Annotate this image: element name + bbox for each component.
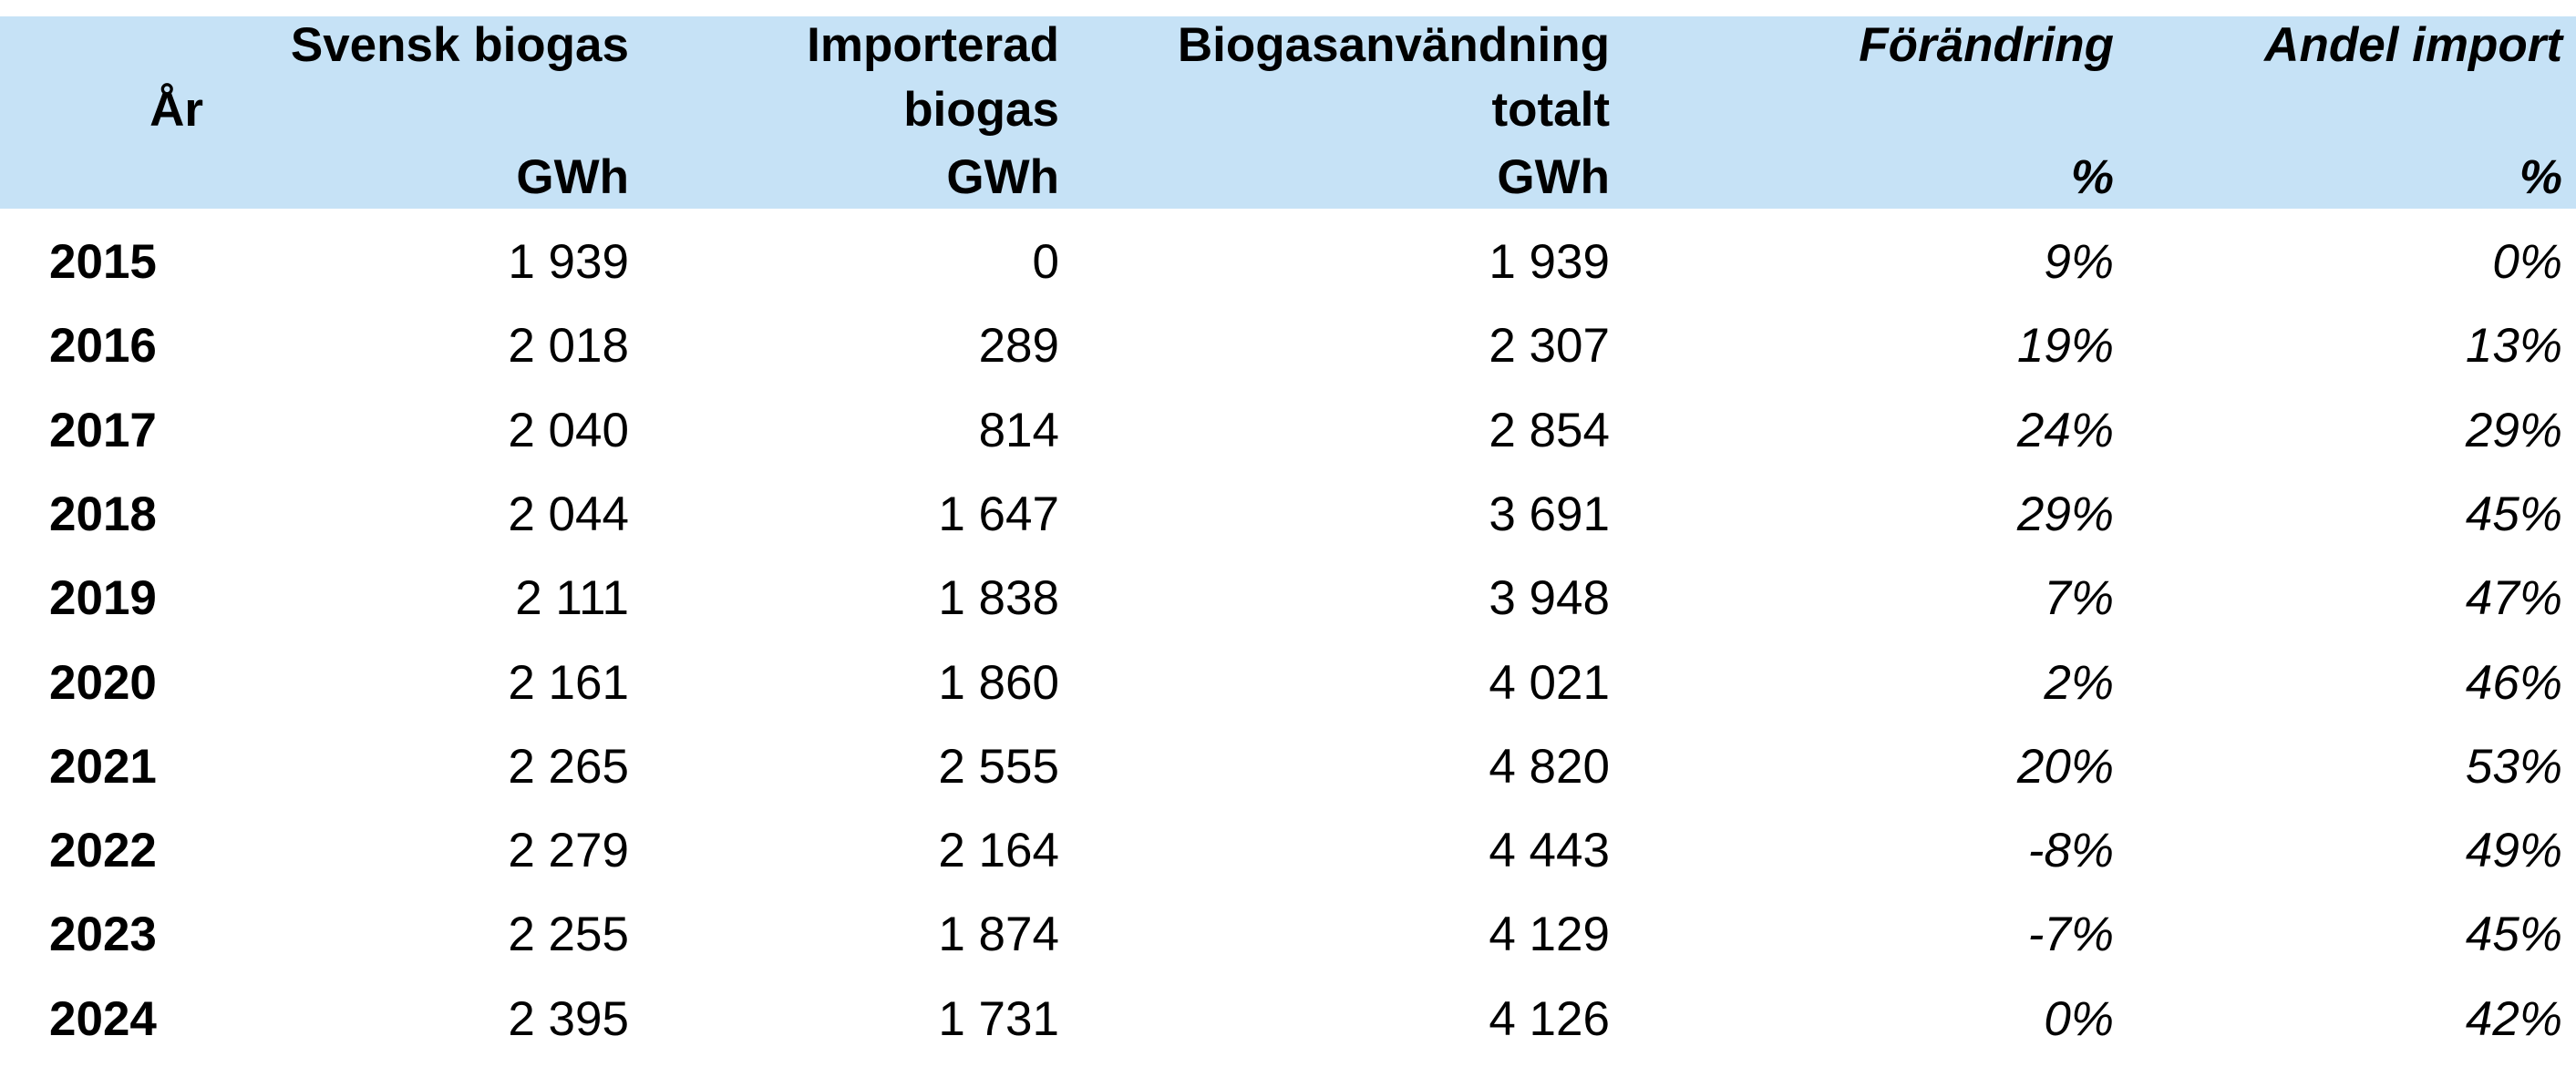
- value-cell: 29%: [2016, 487, 2114, 541]
- value-cell: 2 040: [508, 403, 629, 457]
- year-cell: 2022: [49, 824, 157, 878]
- value-cell: 1 838: [938, 571, 1059, 626]
- column-header: Importerad: [807, 18, 1059, 72]
- column-header: År: [149, 83, 203, 137]
- value-cell: 2 161: [508, 655, 629, 710]
- value-cell: 4 021: [1489, 655, 1610, 710]
- value-cell: 45%: [2465, 487, 2562, 541]
- value-cell: 289: [978, 319, 1059, 374]
- value-cell: 46%: [2465, 655, 2562, 710]
- value-cell: 2 255: [508, 908, 629, 962]
- value-cell: 49%: [2465, 824, 2562, 878]
- value-cell: 2 395: [508, 991, 629, 1046]
- value-cell: 29%: [2465, 403, 2562, 457]
- value-cell: 2%: [2044, 655, 2114, 710]
- value-cell: 4 820: [1489, 739, 1610, 794]
- year-cell: 2023: [49, 908, 157, 962]
- value-cell: 814: [978, 403, 1059, 457]
- value-cell: 1 860: [938, 655, 1059, 710]
- value-cell: 3 691: [1489, 487, 1610, 541]
- value-cell: 47%: [2465, 571, 2562, 626]
- value-cell: 4 126: [1489, 991, 1610, 1046]
- value-cell: 1 731: [938, 991, 1059, 1046]
- value-cell: 2 555: [938, 739, 1059, 794]
- value-cell: 42%: [2465, 991, 2562, 1046]
- year-cell: 2017: [49, 403, 157, 457]
- column-unit: %: [2519, 150, 2562, 204]
- year-cell: 2020: [49, 655, 157, 710]
- value-cell: 2 265: [508, 739, 629, 794]
- value-cell: 19%: [2016, 319, 2114, 374]
- value-cell: 2 307: [1489, 319, 1610, 374]
- value-cell: -7%: [2027, 908, 2114, 962]
- value-cell: 4 129: [1489, 908, 1610, 962]
- value-cell: 1 874: [938, 908, 1059, 962]
- year-cell: 2021: [49, 739, 157, 794]
- column-header: Förändring: [1859, 18, 2114, 72]
- value-cell: 1 939: [508, 235, 629, 289]
- column-unit: GWh: [946, 150, 1059, 204]
- value-cell: 24%: [2016, 403, 2114, 457]
- value-cell: 53%: [2465, 739, 2562, 794]
- year-cell: 2015: [49, 235, 157, 289]
- value-cell: 2 164: [938, 824, 1059, 878]
- value-cell: 2 111: [515, 571, 629, 626]
- column-unit: %: [2070, 150, 2114, 204]
- value-cell: 0%: [2492, 235, 2562, 289]
- column-unit: GWh: [1497, 150, 1610, 204]
- value-cell: 20%: [2016, 739, 2114, 794]
- column-unit: GWh: [516, 150, 629, 204]
- value-cell: 3 948: [1489, 571, 1610, 626]
- value-cell: 2 854: [1489, 403, 1610, 457]
- column-header: totalt: [1491, 83, 1610, 137]
- value-cell: 9%: [2044, 235, 2114, 289]
- value-cell: 2 018: [508, 319, 629, 374]
- value-cell: 1 647: [938, 487, 1059, 541]
- year-cell: 2024: [49, 991, 157, 1046]
- value-cell: 2 044: [508, 487, 629, 541]
- value-cell: 13%: [2465, 319, 2562, 374]
- year-cell: 2019: [49, 571, 157, 626]
- value-cell: 0: [1032, 235, 1059, 289]
- column-header: Svensk biogas: [290, 18, 629, 72]
- column-header: Andel import: [2264, 18, 2562, 72]
- year-cell: 2018: [49, 487, 157, 541]
- value-cell: 0%: [2044, 991, 2114, 1046]
- value-cell: 7%: [2044, 571, 2114, 626]
- column-header: biogas: [903, 83, 1059, 137]
- value-cell: 1 939: [1489, 235, 1610, 289]
- value-cell: -8%: [2027, 824, 2114, 878]
- header-background: [0, 16, 2576, 209]
- year-cell: 2016: [49, 319, 157, 374]
- column-header: Biogasanvändning: [1177, 18, 1610, 72]
- value-cell: 4 443: [1489, 824, 1610, 878]
- value-cell: 2 279: [508, 824, 629, 878]
- value-cell: 45%: [2465, 908, 2562, 962]
